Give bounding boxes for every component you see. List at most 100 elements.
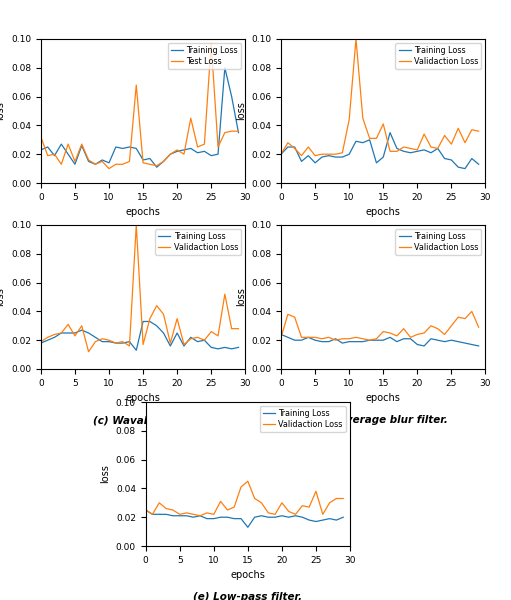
Training Loss [99, 157, 105, 164]
Test Loss [38, 133, 44, 140]
Training Loss [428, 149, 434, 157]
Validaction Loss [455, 125, 461, 132]
Line: Training Loss: Training Loss [41, 68, 239, 167]
Training Loss [448, 337, 454, 344]
Validaction Loss [44, 334, 51, 341]
Training Loss [211, 515, 217, 522]
Validaction Loss [401, 143, 407, 151]
Training Loss [374, 337, 380, 344]
Validaction Loss [251, 495, 258, 502]
Training Loss [204, 515, 210, 522]
Training Loss [414, 341, 421, 348]
Training Loss [469, 341, 475, 348]
Training Loss [298, 158, 305, 165]
Training Loss [215, 151, 221, 158]
Validaction Loss [224, 506, 230, 514]
Validaction Loss [272, 511, 278, 518]
Validaction Loss [58, 329, 64, 337]
Validaction Loss [218, 498, 224, 505]
Validaction Loss [448, 322, 454, 329]
Test Loss [92, 161, 99, 168]
Test Loss [72, 158, 78, 165]
Text: (b) Fourier filter.: (b) Fourier filter. [335, 229, 432, 239]
Training Loss [143, 506, 149, 514]
Training Loss [455, 164, 461, 171]
Training Loss [286, 514, 292, 521]
Validaction Loss [306, 503, 312, 511]
Validaction Loss [236, 325, 242, 332]
Training Loss [305, 334, 311, 341]
Training Loss [133, 145, 140, 152]
Validaction Loss [326, 334, 332, 341]
Training Loss [92, 161, 99, 168]
Validaction Loss [394, 148, 400, 155]
Text: (d) Average blur filter.: (d) Average blur filter. [318, 415, 448, 425]
Validaction Loss [320, 511, 326, 518]
Validaction Loss [183, 509, 190, 517]
Training Loss [195, 149, 201, 157]
Training Loss [92, 334, 99, 341]
Validaction Loss [346, 335, 352, 343]
Validaction Loss [286, 508, 292, 515]
Training Loss [174, 148, 180, 155]
Line: Training Loss: Training Loss [281, 133, 479, 169]
Training Loss [340, 514, 346, 521]
Training Loss [170, 512, 176, 520]
X-axis label: epochs: epochs [126, 393, 160, 403]
Test Loss [167, 151, 173, 158]
Validaction Loss [190, 511, 196, 518]
Validaction Loss [195, 334, 201, 341]
Training Loss [174, 329, 180, 337]
Training Loss [306, 517, 312, 524]
Validaction Loss [265, 509, 271, 517]
Training Loss [181, 343, 187, 350]
Training Loss [360, 139, 366, 146]
Test Loss [154, 162, 160, 169]
Training Loss [38, 340, 44, 347]
Training Loss [279, 512, 285, 520]
Training Loss [469, 155, 475, 162]
Validaction Loss [201, 337, 207, 344]
Training Loss [238, 515, 244, 522]
Validaction Loss [38, 338, 44, 345]
Test Loss [58, 161, 64, 168]
Validaction Loss [421, 130, 427, 137]
Validaction Loss [407, 145, 413, 152]
Validaction Loss [407, 334, 413, 341]
Legend: Training Loss, Test Loss: Training Loss, Test Loss [168, 43, 241, 69]
Test Loss [208, 40, 214, 47]
Validaction Loss [442, 132, 448, 139]
Validaction Loss [259, 499, 265, 506]
Validaction Loss [339, 149, 345, 157]
Test Loss [195, 143, 201, 151]
Training Loss [222, 344, 228, 351]
Training Loss [113, 143, 119, 151]
Line: Training Loss: Training Loss [281, 334, 479, 346]
Training Loss [195, 338, 201, 345]
Training Loss [339, 340, 345, 347]
Validaction Loss [298, 152, 305, 159]
Training Loss [52, 152, 58, 159]
Training Loss [312, 337, 318, 344]
Validaction Loss [285, 139, 291, 146]
Validaction Loss [455, 314, 461, 321]
Line: Validaction Loss: Validaction Loss [41, 225, 239, 352]
Training Loss [167, 151, 173, 158]
X-axis label: epochs: epochs [126, 207, 160, 217]
Validaction Loss [292, 145, 298, 152]
Validaction Loss [339, 335, 345, 343]
Training Loss [298, 337, 305, 344]
Validaction Loss [319, 335, 325, 343]
Training Loss [360, 338, 366, 345]
Training Loss [265, 514, 271, 521]
Validaction Loss [228, 325, 235, 332]
Training Loss [236, 344, 242, 351]
Training Loss [99, 338, 105, 345]
Training Loss [414, 148, 421, 155]
Training Loss [44, 143, 51, 151]
Training Loss [245, 524, 251, 531]
Validaction Loss [52, 331, 58, 338]
Validaction Loss [305, 334, 311, 341]
Test Loss [65, 140, 71, 148]
Training Loss [327, 515, 333, 522]
